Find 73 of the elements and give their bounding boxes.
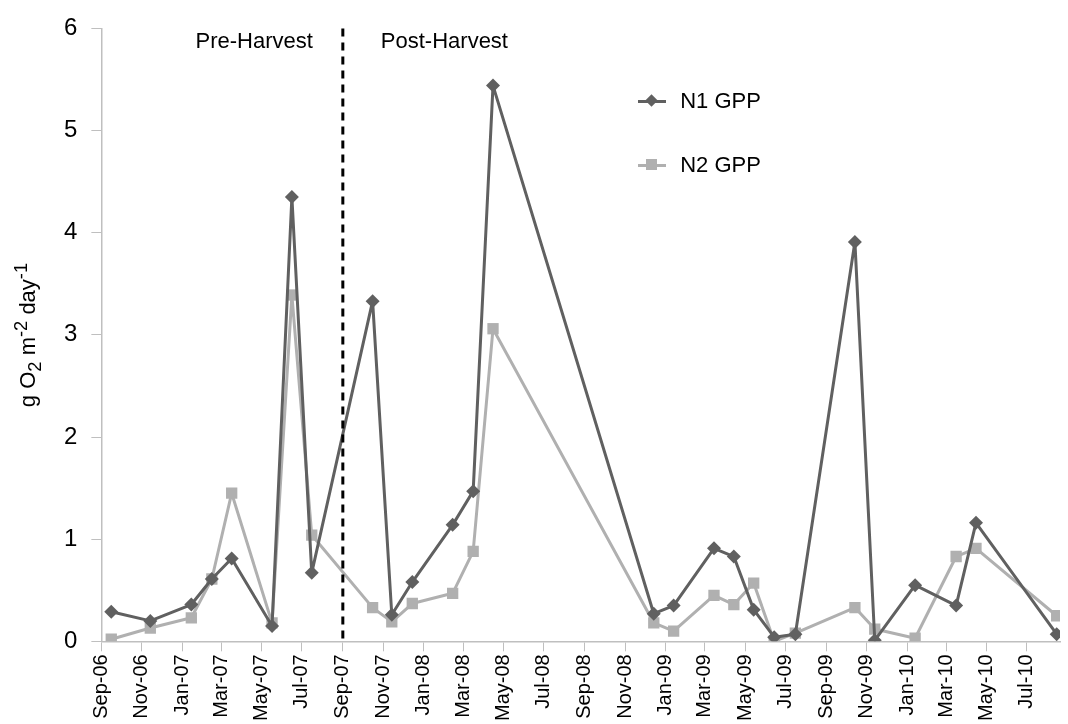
point [950, 550, 962, 563]
annotation: Post-Harvest [380, 28, 508, 54]
x-tick-label: Jan-08 [411, 654, 434, 716]
point [265, 618, 280, 633]
y-tick-label: 1 [63, 523, 78, 551]
point [184, 597, 199, 612]
x-tick-label: Nov-07 [370, 654, 393, 719]
x-tick-label: Sep-08 [572, 654, 595, 719]
point [304, 565, 319, 580]
point [666, 598, 681, 613]
point [284, 189, 299, 204]
point [447, 587, 459, 599]
point [706, 541, 721, 556]
legend-label: N1 GPP [680, 88, 761, 115]
x-tick-label: Jul-08 [531, 654, 554, 709]
point [445, 517, 460, 532]
point [104, 604, 119, 619]
x-tick-label: Sep-09 [813, 654, 836, 719]
x-tick-label: Mar-10 [933, 654, 956, 718]
point [366, 601, 379, 614]
x-tick-label: Jan-07 [169, 654, 192, 716]
x-tick-label: Jan-09 [653, 654, 676, 716]
point [406, 597, 418, 610]
x-tick-label: Jul-07 [289, 654, 312, 709]
x-tick-label: Mar-09 [692, 654, 715, 718]
point [365, 294, 380, 309]
y-tick-label: 6 [63, 13, 78, 41]
x-tick-label: May-10 [974, 654, 997, 722]
x-tick-label: Mar-08 [450, 654, 473, 718]
x-tick-label: Sep-07 [330, 654, 353, 719]
point [646, 606, 661, 621]
annotation: Pre-Harvest [195, 28, 313, 54]
point [467, 545, 479, 558]
x-tick-label: Nov-06 [129, 654, 152, 719]
x-tick-label: Nov-08 [612, 654, 635, 719]
point [185, 612, 197, 624]
y-tick-label: 0 [63, 625, 78, 653]
legend-label: N2 GPP [680, 152, 761, 179]
point [486, 78, 501, 93]
x-tick-label: Sep-06 [88, 654, 111, 719]
x-tick-label: May-09 [732, 654, 755, 722]
point [226, 487, 238, 499]
x-tick-label: Jul-09 [772, 654, 795, 709]
point [909, 632, 921, 642]
point [648, 617, 660, 629]
x-tick-label: Jan-10 [894, 654, 917, 716]
point [224, 551, 239, 566]
y-tick-label: 5 [63, 115, 78, 143]
point [487, 323, 499, 335]
x-tick-label: Mar-07 [208, 654, 231, 718]
x-tick-label: May-08 [491, 654, 514, 722]
point [767, 630, 782, 642]
point [726, 549, 741, 564]
point [405, 575, 420, 590]
point [143, 613, 158, 628]
point [908, 578, 923, 593]
point [949, 598, 964, 613]
y-tick-label: 2 [63, 421, 78, 449]
point [466, 484, 481, 499]
y-tick-label: 3 [63, 319, 78, 347]
point [748, 577, 760, 589]
point [728, 598, 740, 611]
point [847, 234, 862, 249]
point [849, 601, 861, 614]
x-tick-label: Jul-10 [1014, 654, 1037, 709]
x-tick-label: Nov-09 [854, 654, 877, 719]
x-tick-label: May-07 [248, 654, 271, 722]
point [667, 625, 680, 637]
y-tick-label: 4 [63, 217, 78, 245]
point [746, 602, 761, 617]
point [384, 607, 399, 622]
point [708, 589, 720, 601]
point [968, 515, 983, 530]
